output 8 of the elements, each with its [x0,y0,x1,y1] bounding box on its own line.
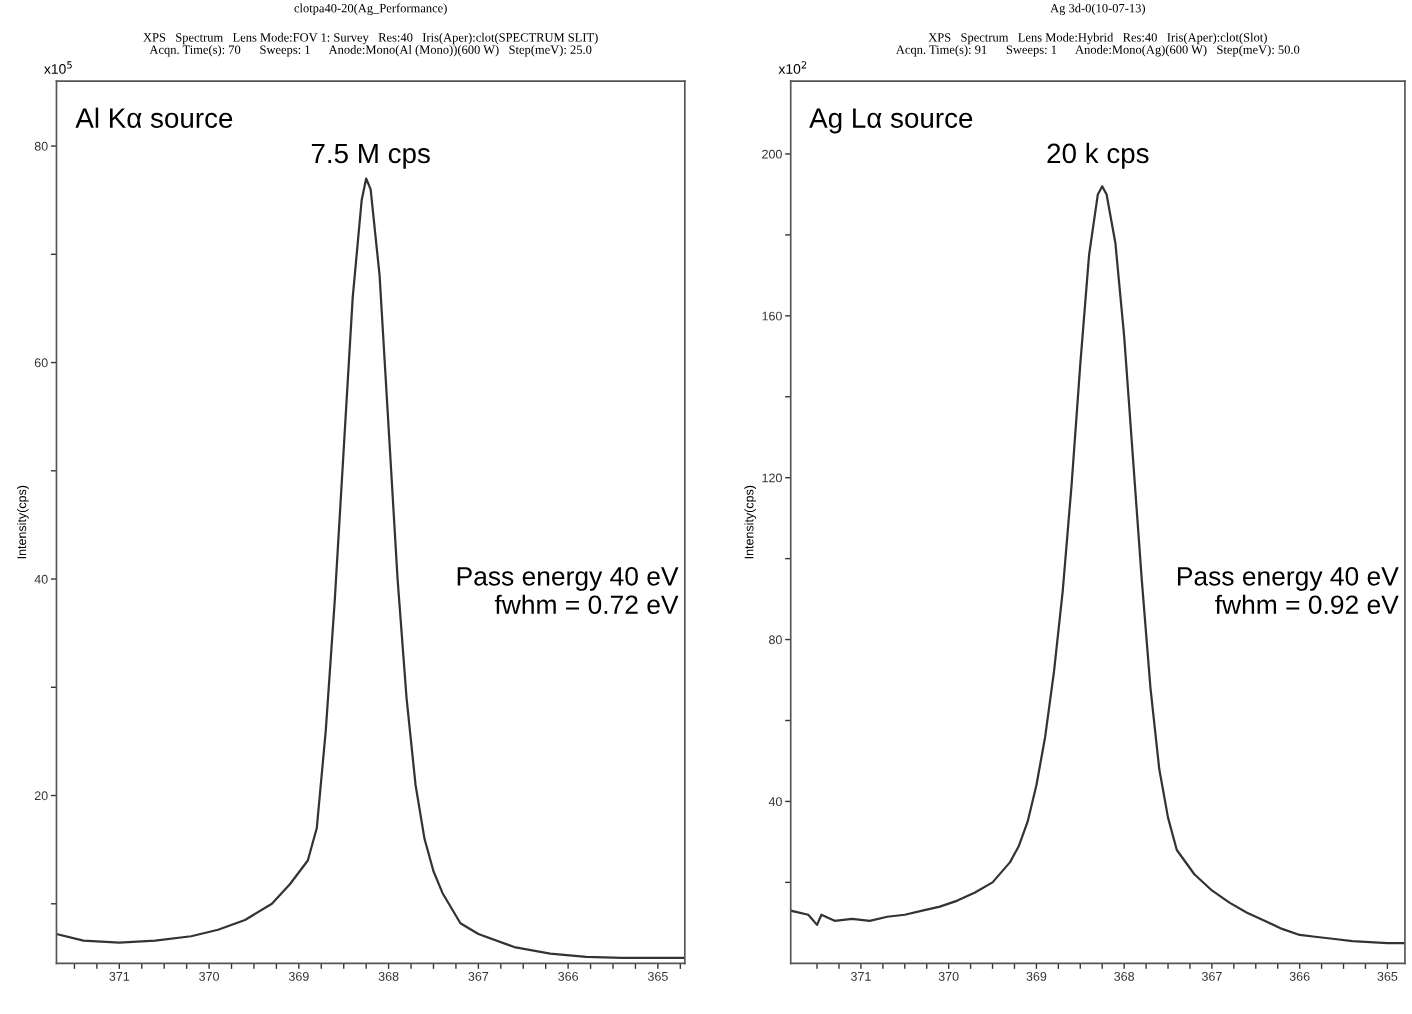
annotation: Ag Lα source [809,108,973,134]
annotation: 20 k cps [1047,142,1149,169]
annotation: Pass energy 40 eV fwhm = 0.92 eV [1178,566,1399,615]
line-series [790,185,1405,945]
annotation: 7.5 M cps [311,143,430,169]
annotation: Pass energy 40 eV fwhm = 0.72 eV [457,566,679,615]
line-series [56,177,685,959]
annotation: Al Kα source [75,107,233,128]
